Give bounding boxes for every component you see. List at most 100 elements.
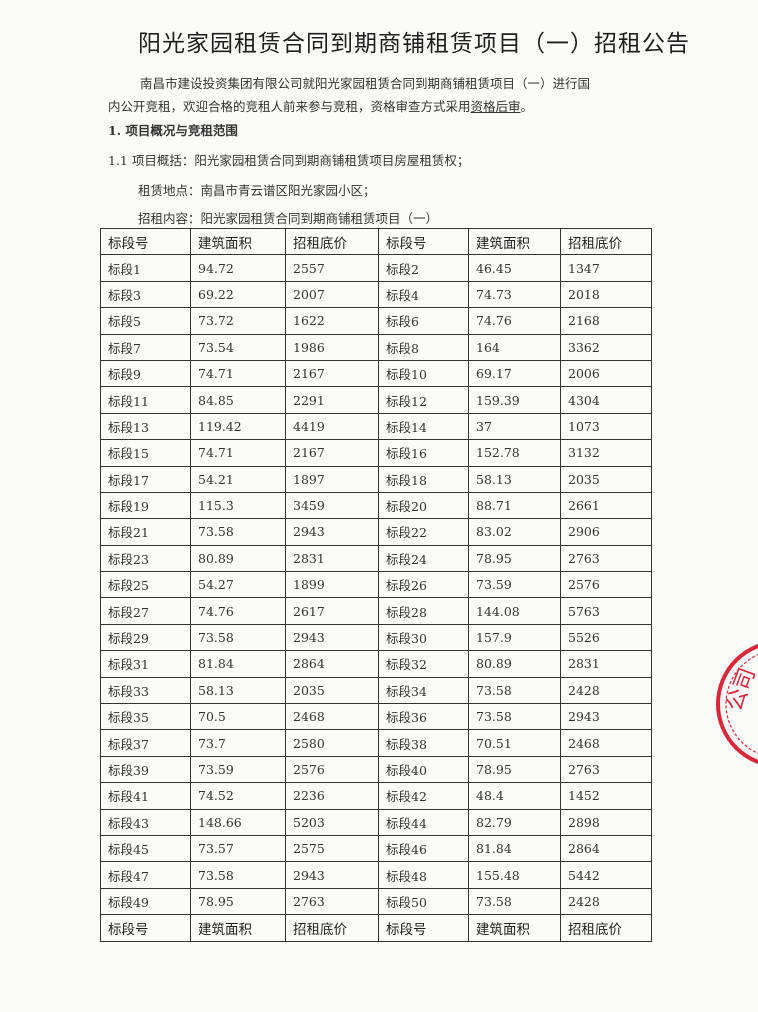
table-cell: 招租底价 — [285, 227, 379, 256]
table-cell: 2943 — [285, 518, 379, 546]
table-cell: 2763 — [285, 887, 379, 916]
table-cell: 2428 — [560, 887, 652, 916]
table-cell: 48.4 — [468, 782, 561, 810]
table-cell: 1622 — [285, 307, 379, 335]
table-cell: 157.9 — [468, 623, 561, 652]
table-cell: 标段42 — [378, 782, 469, 810]
table-cell: 73.58 — [468, 887, 561, 916]
table-cell: 80.89 — [190, 544, 286, 573]
table-cell: 标段16 — [378, 439, 469, 467]
table-cell: 标段39 — [100, 755, 191, 784]
table-cell: 73.72 — [190, 307, 286, 335]
table-cell: 2763 — [560, 755, 652, 784]
table-cell: 2580 — [285, 729, 379, 757]
table-cell: 标段43 — [100, 808, 191, 836]
table-row: 标段27 74.76 2617 标段28 144.08 5763 — [100, 597, 652, 625]
table-cell: 标段号 — [100, 914, 191, 942]
table-row: 标段17 54.21 1897 标段18 58.13 2035 — [100, 465, 652, 493]
table-row: 标段3 69.22 2007 标段4 74.73 2018 — [100, 280, 652, 309]
table-cell: 82.79 — [468, 808, 561, 836]
table-cell: 招租底价 — [285, 914, 379, 942]
table-cell: 2575 — [285, 834, 379, 863]
table-cell: 2468 — [285, 703, 379, 731]
table-cell: 2943 — [285, 623, 379, 652]
table-cell: 58.13 — [468, 465, 561, 493]
table-cell: 81.84 — [468, 834, 561, 863]
table-cell: 标段13 — [100, 412, 191, 441]
table-cell: 3459 — [285, 491, 379, 520]
table-cell: 73.58 — [190, 518, 286, 546]
table-cell: 4304 — [560, 386, 652, 414]
table-cell: 标段44 — [378, 808, 469, 836]
table-row: 标段5 73.72 1622 标段6 74.76 2168 — [100, 307, 652, 335]
table-cell: 5763 — [560, 597, 652, 625]
table-cell: 119.42 — [190, 412, 286, 441]
table-cell: 148.66 — [190, 808, 286, 836]
table-cell: 标段2 — [378, 254, 469, 282]
intro-end: 。 — [520, 99, 534, 114]
table-cell: 标段11 — [100, 386, 191, 414]
table-cell: 标段31 — [100, 650, 191, 678]
table-cell: 54.21 — [190, 465, 286, 493]
table-cell: 标段14 — [378, 412, 469, 441]
table-cell: 2906 — [560, 518, 652, 546]
table-cell: 2007 — [285, 280, 379, 309]
table-row: 标段15 74.71 2167 标段16 152.78 3132 — [100, 439, 652, 467]
table-cell: 标段30 — [378, 623, 469, 652]
table-row: 标段35 70.5 2468 标段36 73.58 2943 — [100, 703, 652, 731]
table-cell: 标段9 — [100, 359, 191, 388]
table-cell: 标段21 — [100, 518, 191, 546]
table-cell: 5203 — [285, 808, 379, 836]
table-cell: 73.54 — [190, 333, 286, 361]
seal-ring — [716, 643, 758, 765]
table-row: 标段13 119.42 4419 标段14 37 1073 — [100, 412, 652, 441]
table-cell: 73.57 — [190, 834, 286, 863]
table-cell: 80.89 — [468, 650, 561, 678]
table-cell: 标段35 — [100, 703, 191, 731]
table-row: 标段1 94.72 2557 标段2 46.45 1347 — [100, 254, 652, 282]
table-cell: 73.58 — [468, 676, 561, 705]
lots-table: 标段号 建筑面积 招租底价 标段号 建筑面积 招租底价 标段1 94.72 2557 标段2 46.… — [100, 227, 652, 942]
table-cell: 标段32 — [378, 650, 469, 678]
table-cell: 1347 — [560, 254, 652, 282]
table-row: 标段43 148.66 5203 标段44 82.79 2898 — [100, 808, 652, 836]
table-cell: 标段4 — [378, 280, 469, 309]
table-cell: 74.71 — [190, 359, 286, 388]
table-cell: 建筑面积 — [190, 227, 286, 256]
table-cell: 标段25 — [100, 571, 191, 599]
table-row: 标段9 74.71 2167 标段10 69.17 2006 — [100, 359, 652, 388]
intro-paragraph-line1: 南昌市建设投资集团有限公司就阳光家园租赁合同到期商铺租赁项目（一）进行国 — [140, 76, 591, 91]
table-cell: 3362 — [560, 333, 652, 361]
project-summary: 1.1 项目概括：阳光家园租赁合同到期商铺租赁项目房屋租赁权； — [108, 153, 470, 168]
table-cell: 2018 — [560, 280, 652, 309]
table-cell: 2428 — [560, 676, 652, 705]
table-cell: 78.95 — [468, 755, 561, 784]
table-cell: 标段号 — [100, 227, 191, 256]
document-title: 阳光家园租赁合同到期商铺租赁项目（一）招租公告 — [138, 31, 690, 57]
table-cell: 2576 — [285, 755, 379, 784]
table-cell: 1899 — [285, 571, 379, 599]
table-cell: 88.71 — [468, 491, 561, 520]
table-cell: 标段18 — [378, 465, 469, 493]
table-cell: 标段28 — [378, 597, 469, 625]
table-cell: 2291 — [285, 386, 379, 414]
table-cell: 标段41 — [100, 782, 191, 810]
table-cell: 标段33 — [100, 676, 191, 705]
table-row: 标段41 74.52 2236 标段42 48.4 1452 — [100, 782, 652, 810]
table-cell: 标段5 — [100, 307, 191, 335]
table-cell: 73.58 — [190, 623, 286, 652]
table-row: 标段25 54.27 1899 标段26 73.59 2576 — [100, 571, 652, 599]
table-cell: 74.76 — [190, 597, 286, 625]
table-cell: 152.78 — [468, 439, 561, 467]
table-cell: 标段29 — [100, 623, 191, 652]
table-cell: 159.39 — [468, 386, 561, 414]
intro-underlined-text: 资格后审 — [470, 99, 521, 114]
table-cell: 74.73 — [468, 280, 561, 309]
table-row: 标段31 81.84 2864 标段32 80.89 2831 — [100, 650, 652, 678]
table-cell: 2236 — [285, 782, 379, 810]
table-row: 标段29 73.58 2943 标段30 157.9 5526 — [100, 623, 652, 652]
table-cell: 标段15 — [100, 439, 191, 467]
table-cell: 标段26 — [378, 571, 469, 599]
table-cell: 标段19 — [100, 491, 191, 520]
table-cell: 2576 — [560, 571, 652, 599]
